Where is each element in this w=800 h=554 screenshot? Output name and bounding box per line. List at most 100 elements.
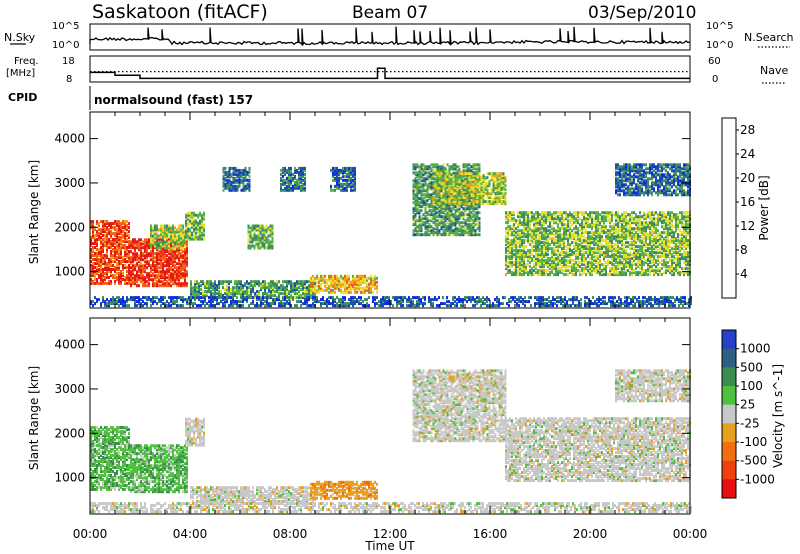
range-gate-cell bbox=[597, 261, 599, 265]
range-gate-cell bbox=[254, 282, 256, 286]
range-gate-cell bbox=[470, 219, 473, 223]
range-gate-cell bbox=[515, 227, 517, 231]
range-gate-cell bbox=[597, 251, 599, 255]
range-gate-cell bbox=[587, 231, 589, 235]
range-gate-cell bbox=[593, 247, 595, 251]
range-gate-cell bbox=[450, 207, 453, 211]
range-gate-cell bbox=[446, 175, 449, 179]
range-gate-cell bbox=[267, 244, 270, 248]
range-gate-cell bbox=[482, 200, 485, 204]
range-gate-cell bbox=[201, 215, 203, 219]
range-gate-cell bbox=[527, 219, 529, 223]
range-gate-cell bbox=[290, 170, 292, 174]
range-gate-cell bbox=[152, 234, 154, 238]
nave-tick-bottom: 0 bbox=[712, 74, 718, 85]
range-gate-cell bbox=[120, 256, 122, 259]
range-gate-cell bbox=[114, 254, 116, 257]
range-gate-cell bbox=[589, 245, 591, 249]
range-gate-cell bbox=[563, 257, 565, 261]
range-gate-cell bbox=[559, 271, 561, 275]
range-gate-cell bbox=[490, 202, 493, 206]
range-gate-cell bbox=[531, 269, 533, 273]
range-gate-cell bbox=[426, 211, 429, 215]
range-gate-cell bbox=[336, 178, 338, 182]
range-gate-cell bbox=[529, 257, 531, 261]
range-gate-cell bbox=[116, 276, 118, 279]
range-gate-cell bbox=[519, 233, 521, 237]
range-gate-cell bbox=[603, 215, 605, 219]
range-gate-cell bbox=[539, 217, 541, 221]
range-gate-cell bbox=[118, 278, 120, 281]
range-gate-cell bbox=[238, 180, 241, 184]
range-gate-cell bbox=[597, 211, 599, 215]
range-gate-cell bbox=[412, 207, 415, 211]
range-gate-cell bbox=[160, 246, 162, 250]
range-gate-cell bbox=[527, 215, 529, 219]
range-gate-cell bbox=[304, 290, 306, 294]
range-gate-cell bbox=[193, 235, 195, 239]
range-gate-cell bbox=[478, 190, 481, 194]
range-gate-cell bbox=[90, 281, 92, 285]
range-gate-cell bbox=[438, 190, 441, 194]
range-gate-cell bbox=[253, 232, 256, 236]
range-gate-cell bbox=[575, 253, 577, 257]
range-gate-cell bbox=[255, 242, 258, 246]
range-gate-cell bbox=[124, 228, 126, 232]
range-gate-cell bbox=[280, 178, 282, 182]
range-gate-cell bbox=[118, 254, 120, 257]
range-gate-cell bbox=[440, 221, 443, 225]
range-gate-cell bbox=[308, 292, 310, 296]
range-gate-cell bbox=[267, 246, 270, 250]
range-gate-cell bbox=[172, 226, 174, 230]
range-gate-cell bbox=[142, 264, 144, 268]
range-gate-cell bbox=[168, 260, 170, 264]
range-gate-cell bbox=[308, 286, 310, 290]
range-gate-cell bbox=[440, 165, 443, 169]
range-gate-cell bbox=[557, 247, 559, 251]
range-gate-cell bbox=[464, 207, 467, 211]
range-gate-cell bbox=[601, 231, 603, 235]
range-gate-cell bbox=[106, 240, 108, 243]
range-gate-cell bbox=[336, 276, 338, 280]
range-gate-cell bbox=[262, 280, 264, 284]
range-gate-cell bbox=[144, 270, 146, 274]
range-gate-cell bbox=[184, 240, 186, 244]
range-gate-cell bbox=[184, 280, 186, 284]
range-gate-cell bbox=[322, 280, 324, 284]
range-gate-cell bbox=[448, 182, 451, 186]
range-gate-cell bbox=[368, 286, 370, 290]
range-gate-cell bbox=[569, 269, 571, 273]
range-gate-cell bbox=[424, 233, 427, 237]
range-gate-cell bbox=[118, 272, 120, 275]
range-gate-cell bbox=[182, 254, 184, 258]
range-gate-cell bbox=[486, 202, 489, 206]
nsearch-tick-top: 10^5 bbox=[706, 21, 733, 32]
range-gate-cell bbox=[442, 215, 445, 219]
range-gate-cell bbox=[282, 284, 284, 288]
range-gate-cell bbox=[162, 232, 164, 236]
range-gate-cell bbox=[164, 228, 166, 232]
range-gate-cell bbox=[110, 272, 112, 275]
range-gate-cell bbox=[242, 184, 245, 188]
range-gate-cell bbox=[269, 224, 272, 228]
range-gate-cell bbox=[232, 292, 234, 296]
range-gate-cell bbox=[338, 276, 340, 280]
range-gate-cell bbox=[152, 280, 154, 284]
range-gate-cell bbox=[114, 222, 116, 226]
range-gate-cell bbox=[124, 246, 126, 249]
range-gate-cell bbox=[517, 225, 519, 229]
range-gate-cell bbox=[448, 215, 451, 219]
range-gate-cell bbox=[302, 178, 304, 182]
range-gate-cell bbox=[168, 234, 170, 238]
range-gate-cell bbox=[199, 211, 201, 215]
range-gate-cell bbox=[440, 215, 443, 219]
range-gate-cell bbox=[591, 259, 593, 263]
range-gate-cell bbox=[172, 240, 174, 244]
range-gate-cell bbox=[246, 288, 248, 292]
range-gate-cell bbox=[172, 238, 174, 242]
range-gate-cell bbox=[545, 227, 547, 231]
range-gate-cell bbox=[420, 229, 423, 233]
range-gate-cell bbox=[444, 217, 447, 221]
range-gate-cell bbox=[545, 213, 547, 217]
range-gate-cell bbox=[569, 229, 571, 233]
